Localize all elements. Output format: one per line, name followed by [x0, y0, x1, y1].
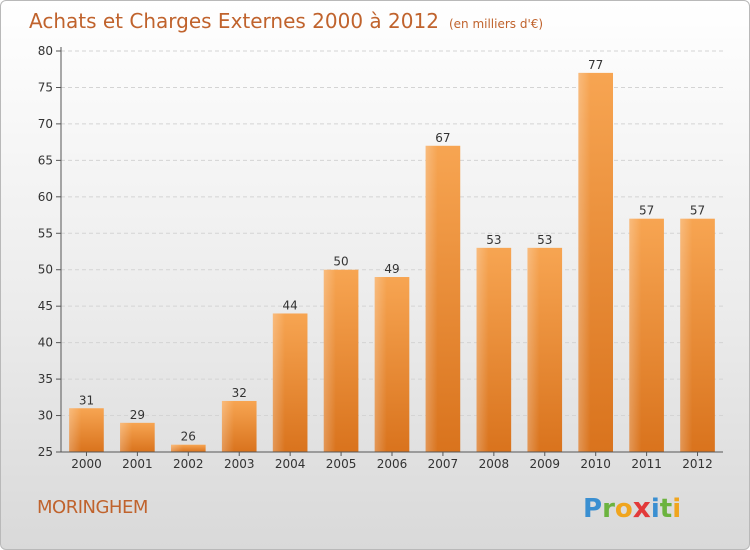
- y-tick-label: 80: [38, 44, 53, 58]
- proxiti-logo[interactable]: Proxiti: [583, 491, 681, 524]
- bar-highlight: [680, 218, 693, 452]
- bar-highlight: [527, 247, 540, 452]
- title-unit: (en milliers d'€): [448, 17, 544, 31]
- logo-letter: x: [632, 491, 651, 524]
- logo-letter: P: [583, 494, 603, 524]
- logo-letter: i: [650, 494, 660, 524]
- bar-highlight: [425, 145, 438, 453]
- y-tick-label: 30: [38, 409, 53, 423]
- x-tick-label: 2005: [326, 457, 357, 471]
- bar-highlight: [629, 218, 642, 452]
- bar-highlight: [170, 444, 184, 452]
- bar-highlight: [221, 400, 235, 452]
- x-tick-label: 2004: [275, 457, 306, 471]
- logo-letter: o: [614, 494, 633, 524]
- x-tick-label: 2001: [122, 457, 153, 471]
- data-label: 29: [130, 408, 145, 422]
- logo-letter: r: [602, 494, 615, 524]
- logo-letter: i: [672, 494, 682, 524]
- title-text: Achats et Charges Externes 2000 à 2012: [29, 9, 439, 33]
- bar: [170, 444, 206, 452]
- logo-letter: t: [659, 494, 673, 524]
- axes: 25 30 35 40 45 50 55 60 65 70 75 80 2000 2001 2002 2003…: [38, 44, 723, 471]
- x-tick-label: 2012: [682, 457, 713, 471]
- commune-name: MORINGHEM: [37, 497, 148, 518]
- data-label: 32: [232, 386, 247, 400]
- x-tick-label: 2007: [428, 457, 459, 471]
- y-tick-label: 25: [38, 445, 53, 459]
- data-label: 50: [333, 255, 348, 269]
- data-label: 67: [435, 131, 450, 145]
- bar-highlight: [272, 313, 285, 452]
- y-tick-label: 55: [38, 226, 53, 240]
- data-label: 31: [79, 393, 94, 407]
- y-tick-label: 50: [38, 263, 53, 277]
- y-tick-label: 35: [38, 372, 53, 386]
- bar-highlight: [374, 277, 387, 452]
- y-tick-label: 60: [38, 190, 53, 204]
- data-label: 57: [639, 204, 654, 218]
- data-label: 26: [181, 430, 196, 444]
- bar-highlight: [578, 72, 591, 452]
- x-tick-label: 2003: [224, 457, 255, 471]
- x-tick-label: 2009: [529, 457, 560, 471]
- chart-title: Achats et Charges Externes 2000 à 2012 (e…: [29, 9, 543, 33]
- data-label: 77: [588, 58, 603, 72]
- x-tick-label: 2011: [631, 457, 662, 471]
- x-tick-label: 2008: [479, 457, 510, 471]
- x-tick-label: 2002: [173, 457, 204, 471]
- data-label: 57: [690, 204, 705, 218]
- bar-highlight: [323, 269, 336, 452]
- bar-highlight: [476, 247, 489, 452]
- data-label: 49: [384, 262, 399, 276]
- y-tick-label: 75: [38, 80, 53, 94]
- bar-highlight: [69, 408, 82, 452]
- x-tick-label: 2006: [377, 457, 408, 471]
- data-label: 53: [486, 233, 501, 247]
- x-tick-label: 2000: [71, 457, 102, 471]
- y-tick-label: 40: [38, 336, 53, 350]
- y-tick-label: 45: [38, 299, 53, 313]
- x-tick-label: 2010: [580, 457, 611, 471]
- bar-highlight: [120, 422, 133, 452]
- y-tick-label: 65: [38, 153, 53, 167]
- data-label: 44: [283, 298, 298, 312]
- y-tick-label: 70: [38, 117, 53, 131]
- bars: 31 29 26 32 44 50 49 67 53 53 77 57 57: [69, 58, 715, 453]
- data-label: 53: [537, 233, 552, 247]
